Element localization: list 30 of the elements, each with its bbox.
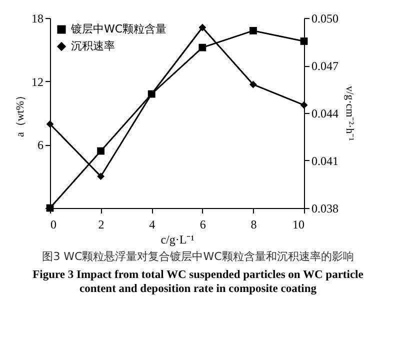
x-tick-label: 0 (50, 218, 56, 232)
x-tick-label: 8 (250, 218, 257, 232)
caption: Figure 3 Impact from total WC suspended particles on WC particle content and deposition rate in composite coating (32, 268, 364, 296)
point (300, 38, 308, 45)
x-tick-label: 10 (292, 218, 304, 232)
x-tick-label: 2 (98, 218, 104, 232)
y-tick-label: 6 (38, 138, 44, 152)
point (300, 101, 308, 109)
x-tick-label: 6 (200, 218, 206, 232)
y2-axis-title: v/g·cm⁻²·h⁻¹ (344, 86, 356, 141)
x-tick-label: 4 (149, 218, 156, 232)
point (198, 24, 206, 32)
y-tick-label: 12 (32, 74, 44, 89)
y2-tick-label: 0.044 (312, 106, 338, 120)
legend-label: 沉积速率 (71, 40, 115, 52)
x-axis-title: c/g·L⁻¹ (160, 232, 195, 246)
y-tick-label: 18 (32, 12, 44, 26)
caption: 图3 WC颗粒悬浮量对复合镀层中WC颗粒含量和沉积速率的影响 (41, 249, 355, 264)
point (46, 120, 54, 128)
point (249, 80, 257, 88)
y2-tick-label: 0.038 (312, 202, 338, 216)
point (198, 44, 206, 52)
point (97, 172, 105, 180)
y2-tick-label: 0.050 (312, 12, 338, 26)
y2-tick-label: 0.041 (312, 154, 338, 168)
point (249, 26, 257, 34)
point (97, 147, 105, 155)
legend-label: 镀层中WC颗粒含量 (70, 22, 167, 36)
y-axis-title: a（wt%） (14, 90, 26, 138)
y2-tick-label: 0.047 (312, 59, 338, 73)
